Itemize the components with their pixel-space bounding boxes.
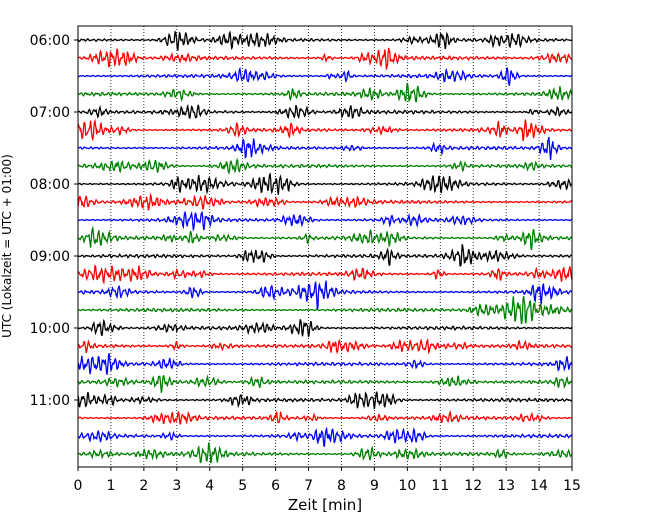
trace-1100 [77, 391, 573, 409]
trace-1000 [77, 318, 573, 338]
y-tick-label: 11:00 [30, 393, 70, 409]
x-tick-label: 5 [238, 478, 247, 494]
trace-0930 [77, 280, 573, 310]
trace-1115 [77, 410, 573, 425]
y-tick-label: 07:00 [30, 105, 70, 121]
x-tick-label: 0 [74, 478, 83, 494]
y-tick-label: 08:00 [30, 177, 70, 193]
trace-0845 [77, 225, 573, 251]
trace-0900 [77, 244, 573, 267]
trace-0745 [77, 157, 573, 175]
x-tick-label: 15 [563, 478, 581, 494]
y-axis-label: UTC (Lokalzeit = UTC + 01:00) [0, 154, 14, 338]
y-tick-label: 06:00 [30, 33, 70, 49]
x-tick-label: 8 [337, 478, 346, 494]
y-axis: 06:00 07:00 08:00 09:00 10:00 11:00 [30, 33, 78, 409]
trace-1130 [77, 426, 573, 448]
trace-1015 [77, 338, 573, 355]
trace-0600 [77, 30, 573, 52]
trace-1030 [77, 353, 573, 375]
trace-0915 [77, 264, 573, 285]
x-tick-label: 14 [530, 478, 548, 494]
x-tick-label: 6 [271, 478, 280, 494]
x-tick-label: 3 [172, 478, 181, 494]
y-tick-label: 10:00 [30, 321, 70, 337]
trace-0715 [77, 118, 573, 142]
x-tick-label: 12 [464, 478, 482, 494]
trace-0730 [77, 136, 573, 161]
x-axis-label: Zeit [min] [288, 496, 362, 514]
trace-0800 [77, 172, 573, 195]
trace-0830 [77, 210, 573, 232]
trace-0700 [77, 103, 573, 120]
plot-frame [77, 25, 573, 468]
x-tick-label: 9 [370, 478, 379, 494]
x-tick-label: 11 [431, 478, 449, 494]
trace-0630 [77, 66, 573, 86]
x-tick-label: 13 [497, 478, 515, 494]
x-tick-label: 7 [304, 478, 313, 494]
trace-0645 [77, 82, 573, 103]
x-tick-label: 10 [398, 478, 416, 494]
trace-0815 [77, 192, 573, 211]
y-tick-label: 09:00 [30, 249, 70, 265]
x-tick-label: 1 [106, 478, 115, 494]
trace-0615 [77, 47, 573, 70]
trace-1145 [77, 441, 573, 464]
traces [77, 30, 573, 464]
trace-0945 [77, 296, 573, 325]
x-axis: 0 1 2 3 4 5 6 7 8 9 10 11 12 13 14 15 [74, 467, 581, 494]
x-tick-label: 4 [205, 478, 214, 494]
x-tick-label: 2 [139, 478, 148, 494]
trace-1045 [77, 374, 573, 393]
